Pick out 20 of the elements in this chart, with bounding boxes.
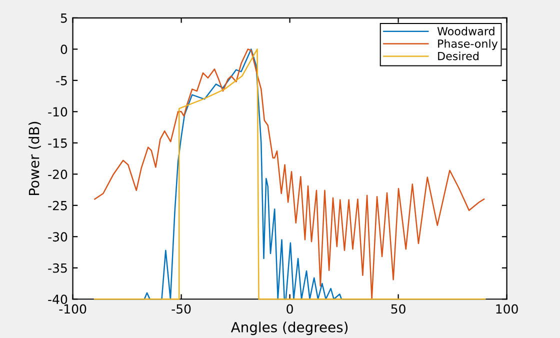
y-tick-label: -5 [56, 76, 67, 86]
y-tick-label: -25 [48, 200, 67, 210]
legend-label: Phase-only [438, 39, 498, 50]
legend-label: Woodward [437, 26, 494, 36]
y-tick-label: -10 [48, 107, 68, 117]
legend-label: Desired [438, 52, 478, 60]
y-tick-label: -20 [48, 170, 68, 180]
x-tick-label: -100 [59, 304, 86, 314]
y-tick-label: -35 [48, 263, 67, 273]
y-tick-label: -15 [48, 138, 67, 148]
x-tick-label: 100 [496, 304, 518, 314]
x-tick-label: -50 [172, 304, 191, 314]
x-axis-title: Angles (degrees) [230, 322, 348, 336]
x-tick-label: 50 [391, 304, 406, 314]
y-tick-label: -40 [48, 294, 68, 304]
y-tick-label: 5 [60, 14, 67, 23]
y-tick-label: 0 [60, 44, 68, 54]
y-tick-label: -30 [48, 232, 68, 242]
x-tick-label: 0 [286, 304, 293, 314]
y-axis-title: Power (dB) [28, 122, 41, 195]
